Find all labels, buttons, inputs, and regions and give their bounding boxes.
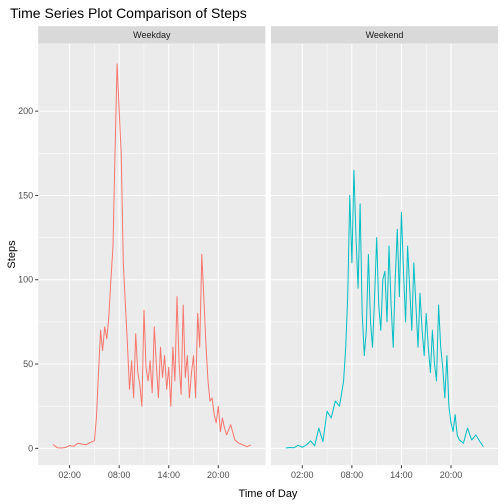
x-tick-label: 20:00 bbox=[440, 470, 463, 480]
y-tick-label: 50 bbox=[23, 359, 33, 369]
strip-label-weekday: Weekday bbox=[133, 30, 171, 40]
y-tick-label: 0 bbox=[28, 443, 33, 453]
x-tick-label: 14:00 bbox=[390, 470, 413, 480]
x-tick-label: 02:00 bbox=[291, 470, 314, 480]
panel-weekend: Weekend 02:00 08:00 14:00 20:00 bbox=[271, 26, 498, 480]
chart-title: Time Series Plot Comparison of Steps bbox=[10, 5, 247, 21]
x-axis-title: Time of Day bbox=[239, 488, 298, 500]
panel-weekday: Weekday 02:00 08:00 14:00 20:00 bbox=[38, 26, 265, 480]
x-tick-label: 14:00 bbox=[157, 470, 180, 480]
plot-area-weekday bbox=[38, 44, 265, 466]
y-tick-label: 150 bbox=[18, 190, 33, 200]
y-tick-label: 200 bbox=[18, 106, 33, 116]
x-tick-label: 08:00 bbox=[341, 470, 364, 480]
strip-label-weekend: Weekend bbox=[366, 30, 404, 40]
plot-area-weekend bbox=[271, 44, 498, 466]
x-tick-label: 02:00 bbox=[58, 470, 81, 480]
y-axis-title: Steps bbox=[6, 240, 18, 269]
x-tick-label: 08:00 bbox=[108, 470, 131, 480]
y-tick-label: 100 bbox=[18, 275, 33, 285]
x-tick-label: 20:00 bbox=[207, 470, 230, 480]
